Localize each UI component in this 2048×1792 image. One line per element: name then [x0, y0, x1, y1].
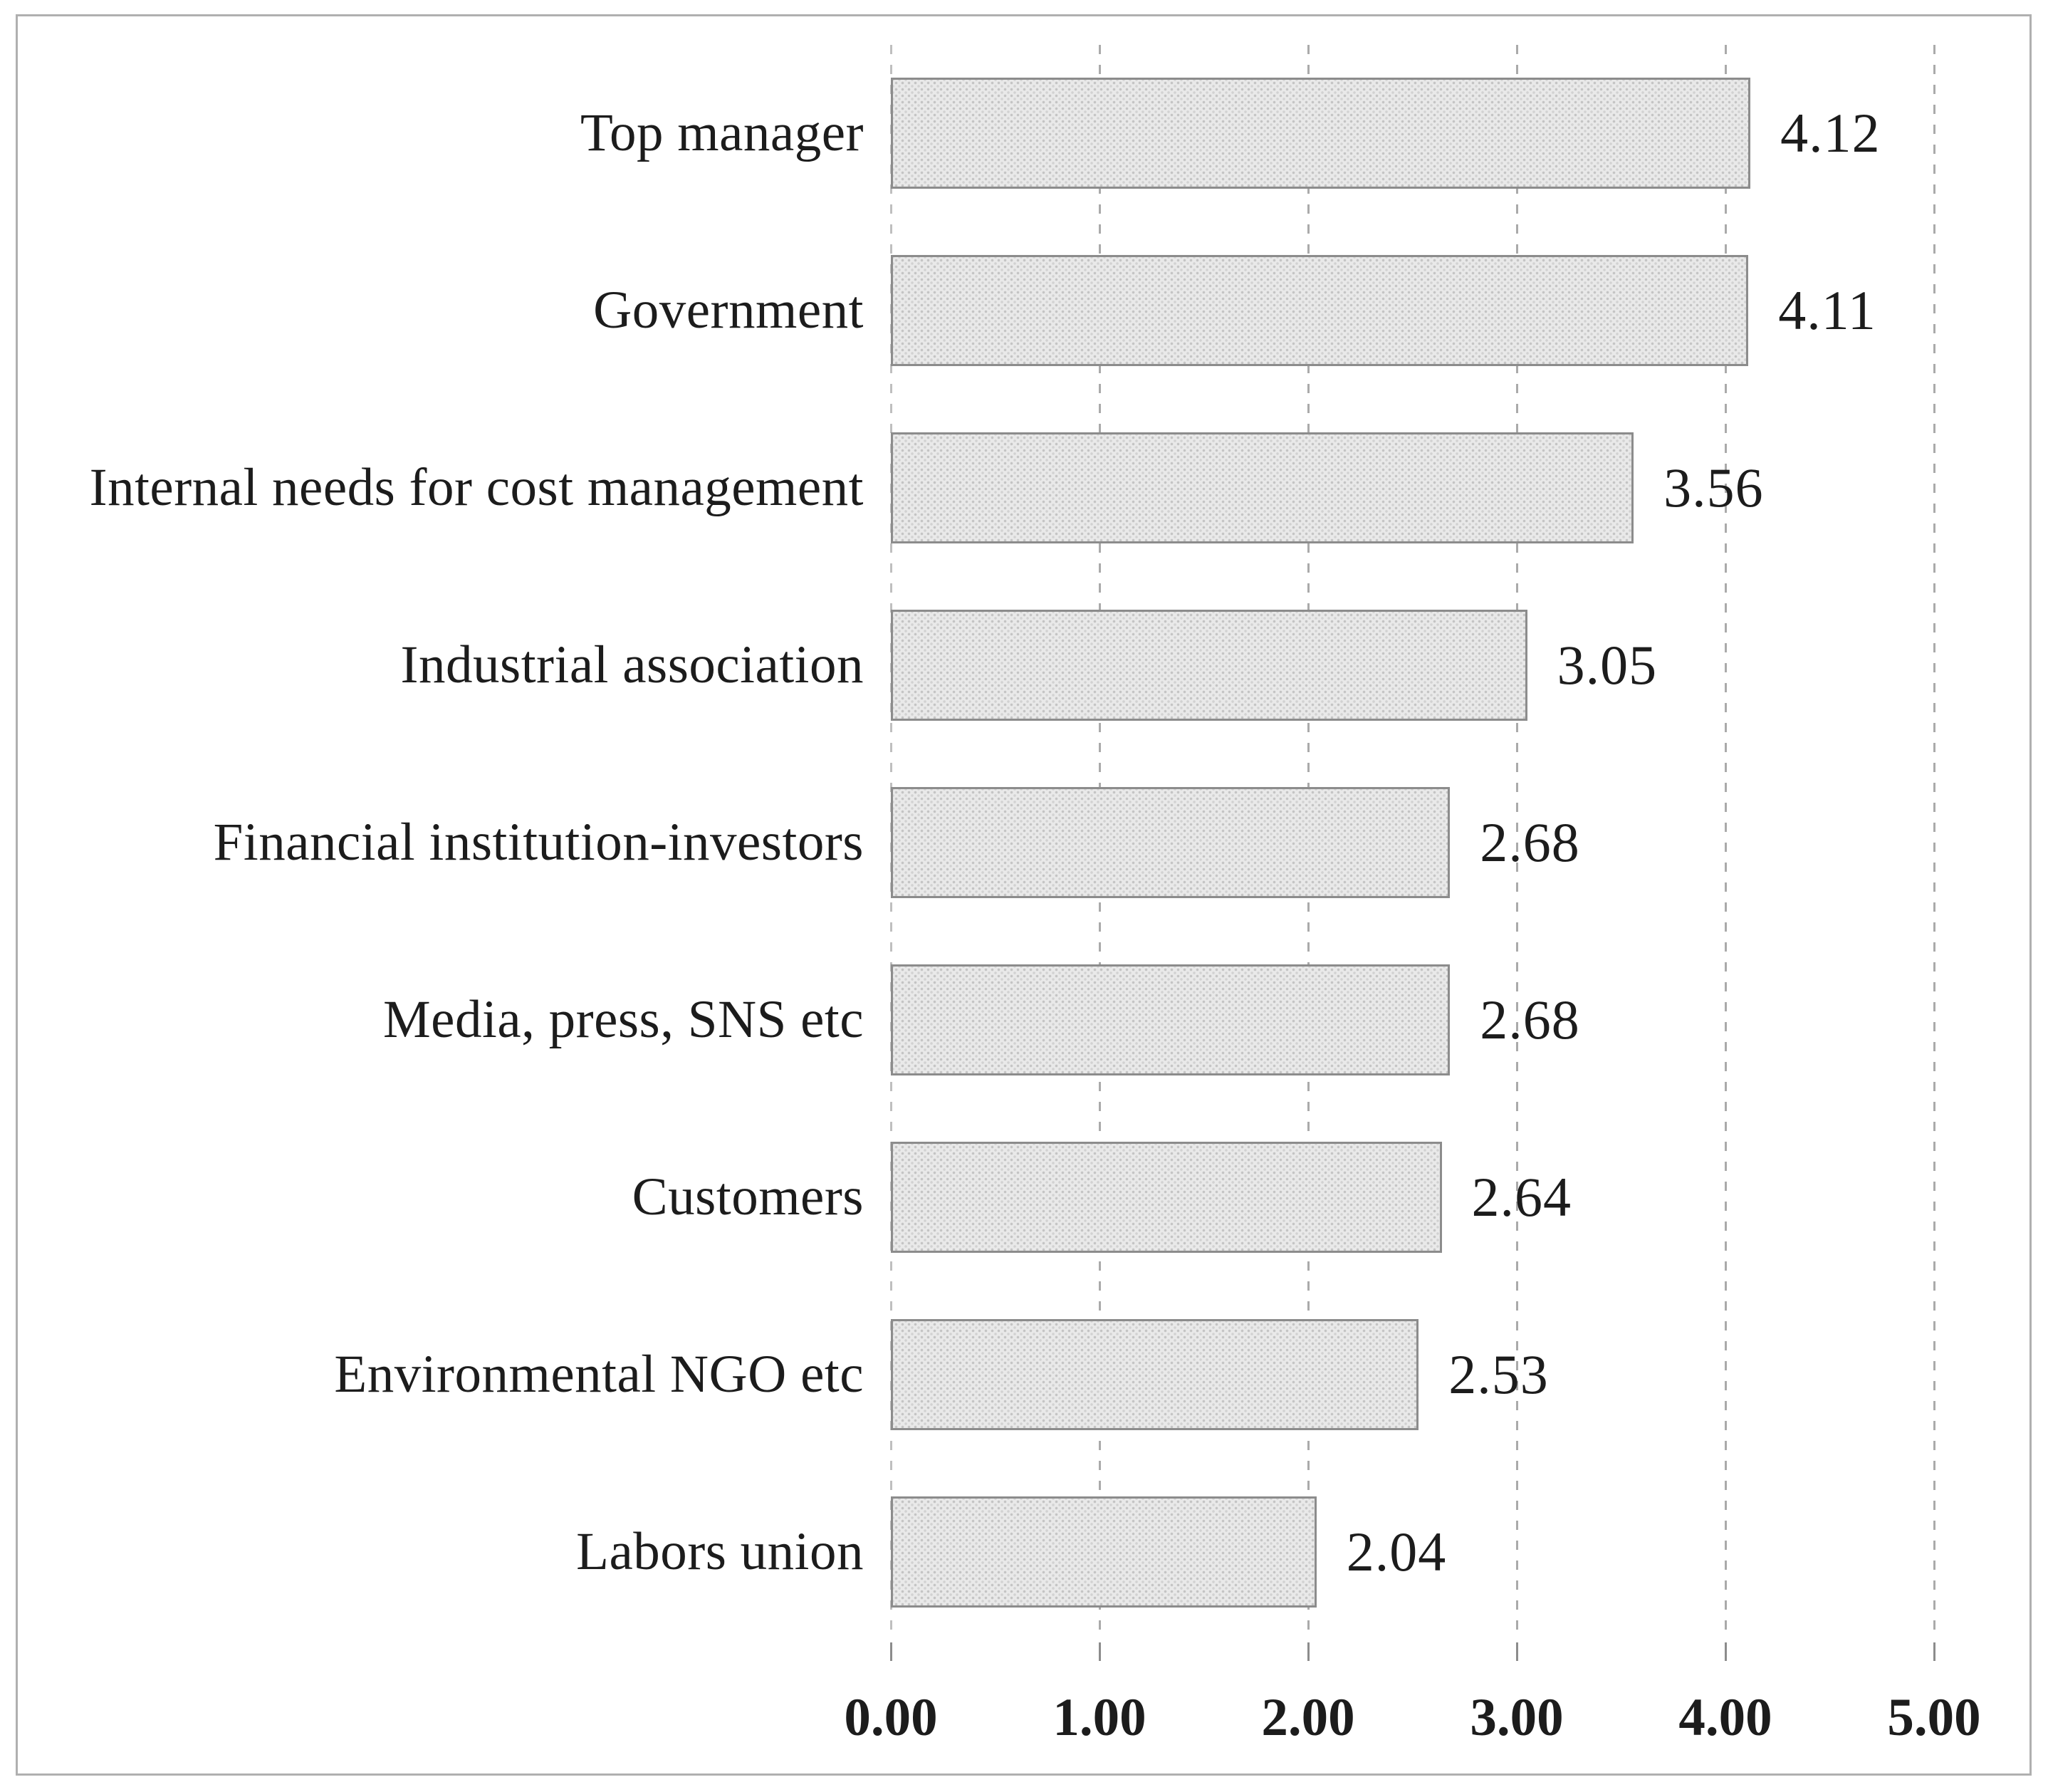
- x-axis-tick-label: 1.00: [1052, 1688, 1146, 1747]
- category-label: Internal needs for cost management: [89, 458, 864, 518]
- x-axis-tick-label: 2.00: [1261, 1688, 1355, 1747]
- chart-frame: Top manager Government Internal needs for …: [16, 14, 2032, 1776]
- bar: [891, 1318, 1419, 1430]
- bar-row: 2.53: [891, 1286, 2030, 1463]
- bar: [891, 78, 1751, 189]
- bar-row: 2.04: [891, 1463, 2030, 1640]
- value-label: 2.04: [1346, 1520, 1447, 1583]
- gridline-x-5.00: [1933, 45, 1935, 1640]
- bar-row: 2.64: [891, 1108, 2030, 1286]
- category-label: Top manager: [580, 103, 864, 163]
- category-label: Government: [593, 281, 864, 340]
- x-axis-tick-label: 0.00: [844, 1688, 938, 1747]
- bar-row: 4.11: [891, 222, 2030, 400]
- value-label: 3.56: [1663, 457, 1764, 519]
- value-label: 2.64: [1471, 1165, 1572, 1228]
- bar-row: 2.68: [891, 931, 2030, 1108]
- bar-row: 2.68: [891, 754, 2030, 932]
- bars-container: 4.12 4.11 3.56 3.05 2.68 2.68 2.64 2.53 2.04: [891, 45, 2030, 1640]
- bar-row: 4.12: [891, 45, 2030, 222]
- value-label: 2.68: [1480, 811, 1580, 873]
- bar-row: 3.05: [891, 577, 2030, 754]
- bar: [891, 255, 1749, 367]
- gridline-x-3.00: [1516, 45, 1518, 1640]
- x-axis-tick-label: 5.00: [1887, 1688, 1981, 1747]
- bar: [891, 432, 1634, 544]
- gridline-x-4.00: [1725, 45, 1727, 1640]
- value-label: 3.05: [1557, 634, 1658, 697]
- category-label: Industrial association: [400, 635, 864, 695]
- x-axis-tick: [1307, 1642, 1310, 1661]
- bar: [891, 1496, 1317, 1608]
- x-axis-tick: [1725, 1642, 1727, 1661]
- x-axis-tick: [890, 1642, 892, 1661]
- x-axis-tick-label: 3.00: [1470, 1688, 1564, 1747]
- category-axis: Top manager Government Internal needs for …: [25, 45, 864, 1640]
- value-label: 4.12: [1780, 102, 1881, 165]
- category-label: Financial institution-investors: [213, 813, 864, 872]
- value-label: 2.53: [1448, 1343, 1549, 1405]
- value-label: 2.68: [1480, 988, 1580, 1051]
- category-label: Media, press, SNS etc: [383, 989, 864, 1049]
- category-label: Customers: [632, 1167, 864, 1226]
- value-label: 4.11: [1778, 279, 1876, 342]
- bar: [891, 610, 1527, 722]
- bar-row: 3.56: [891, 400, 2030, 577]
- x-axis-tick: [1516, 1642, 1518, 1661]
- category-label: Labors union: [576, 1521, 864, 1581]
- x-axis-tick-label: 4.00: [1678, 1688, 1772, 1747]
- bar: [891, 787, 1451, 898]
- bar: [891, 1141, 1442, 1253]
- x-axis-tick: [1933, 1642, 1935, 1661]
- bar: [891, 964, 1451, 1075]
- x-axis-tick: [1099, 1642, 1101, 1661]
- category-label: Environmental NGO etc: [334, 1344, 864, 1404]
- plot-area: 4.12 4.11 3.56 3.05 2.68 2.68 2.64 2.53 2.04: [890, 45, 2030, 1640]
